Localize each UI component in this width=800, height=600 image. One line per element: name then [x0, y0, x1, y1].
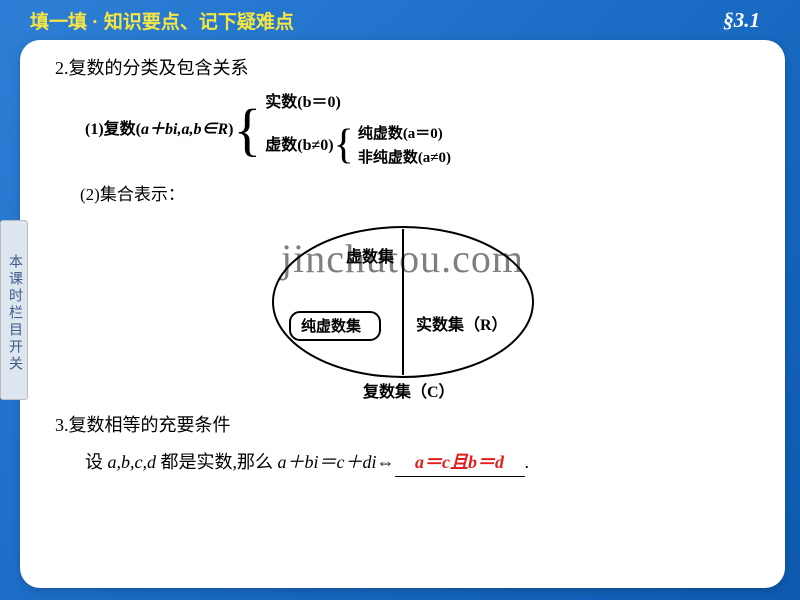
sub2-label: (2)集合表示：	[80, 182, 185, 208]
brace-inner: {	[334, 127, 354, 165]
content-panel: 2.复数的分类及包含关系 (1)复数( a＋bi,a,b∈R ) { 实数(b＝…	[20, 40, 785, 588]
item-2: 2.复数的分类及包含关系 (1)复数( a＋bi,a,b∈R ) { 实数(b＝…	[45, 55, 760, 207]
item-2-title: 2.复数的分类及包含关系	[55, 55, 760, 82]
section-number: §3.1	[723, 8, 760, 33]
venn-complex: 复数集（C）	[362, 382, 455, 401]
answer: a＝c且b＝d	[415, 452, 504, 472]
venn-imaginary: 虚数集	[346, 247, 395, 266]
case-pure: 纯虚数(a＝0)	[358, 122, 451, 146]
sidebar-label: 本课时栏目开关	[4, 254, 24, 373]
item-3-title: 3.复数相等的充要条件	[55, 412, 760, 439]
line-eq: a＋bi＝c＋di	[278, 452, 377, 472]
iff: ⇔	[377, 452, 395, 472]
item-3: 3.复数相等的充要条件 设 a,b,c,d 都是实数,那么 a＋bi＝c＋di⇔…	[45, 412, 760, 477]
sub1-expr: a＋bi,a,b∈R	[141, 118, 228, 142]
sub1-label: (1)复数(	[85, 118, 141, 142]
line-prefix: 设	[85, 452, 108, 472]
venn-real: 实数集（R）	[416, 315, 508, 334]
header-title: 填一填 · 知识要点、记下疑难点	[30, 7, 294, 34]
period: .	[525, 452, 530, 472]
sidebar-toggle[interactable]: 本课时栏目开关	[0, 220, 28, 400]
sub2: (2)集合表示：	[80, 182, 760, 208]
brace-left: {	[233, 104, 261, 156]
case-nonpure: 非纯虚数(a≠0)	[358, 146, 451, 170]
case-imag: 虚数(b≠0)	[265, 133, 333, 159]
line-mid: 都是实数,那么	[156, 452, 278, 472]
venn-pure-imaginary: 纯虚数集	[301, 317, 362, 335]
line-vars: a,b,c,d	[108, 452, 157, 472]
item-3-line: 设 a,b,c,d 都是实数,那么 a＋bi＝c＋di⇔ a＝c且b＝d.	[85, 449, 760, 477]
venn-diagram: 虚数集 纯虚数集 实数集（R） 复数集（C）	[45, 217, 760, 402]
case-real: 实数(b＝0)	[265, 94, 341, 111]
classification-formula: (1)复数( a＋bi,a,b∈R ) { 实数(b＝0) 虚数(b≠0) { …	[85, 90, 760, 170]
